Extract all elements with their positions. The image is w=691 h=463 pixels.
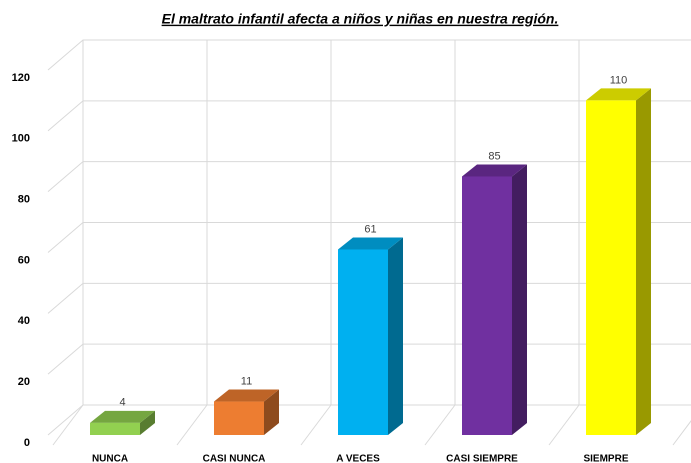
value-label: 4 [119, 397, 125, 409]
bar-top [90, 410, 155, 423]
floor-line [672, 420, 691, 446]
bar [338, 249, 388, 435]
bar-top [338, 237, 403, 250]
bar-side [140, 410, 155, 435]
bar-side [636, 88, 651, 436]
x-tick-label: A VECES [336, 454, 380, 463]
floor-line [176, 40, 208, 446]
y-tick-label: 40 [18, 315, 30, 327]
bar-top [462, 164, 527, 177]
value-label: 85 [488, 150, 500, 162]
x-tick-label: CASI SIEMPRE [446, 454, 518, 463]
floor-line [548, 40, 580, 446]
value-label: 61 [364, 223, 376, 235]
x-tick-label: SIEMPRE [583, 454, 628, 463]
value-label: 11 [241, 375, 252, 387]
chart-title: El maltrato infantil afecta a niños y ni… [162, 11, 559, 27]
bar-side [264, 389, 279, 435]
bar [214, 401, 264, 435]
x-tick-label: CASI NUNCA [203, 454, 266, 463]
bar [586, 100, 636, 436]
y-tick-label: 60 [18, 254, 30, 266]
value-label: 110 [610, 74, 628, 86]
bar-top [214, 389, 279, 402]
bar [90, 422, 140, 435]
y-tick-label: 120 [12, 72, 30, 84]
floor-line [300, 40, 332, 446]
x-tick-label: NUNCA [92, 454, 128, 463]
bar-side [512, 164, 527, 436]
floor-line [424, 40, 456, 446]
y-tick-label: 100 [12, 133, 30, 145]
bar [462, 176, 512, 436]
y-tick-label: 80 [18, 194, 30, 206]
floor-line [52, 40, 84, 446]
y-tick-label: 0 [24, 437, 30, 449]
bar-top [586, 88, 651, 101]
grid-line [47, 39, 691, 71]
bar-side [388, 237, 403, 435]
y-tick-label: 20 [18, 376, 30, 388]
